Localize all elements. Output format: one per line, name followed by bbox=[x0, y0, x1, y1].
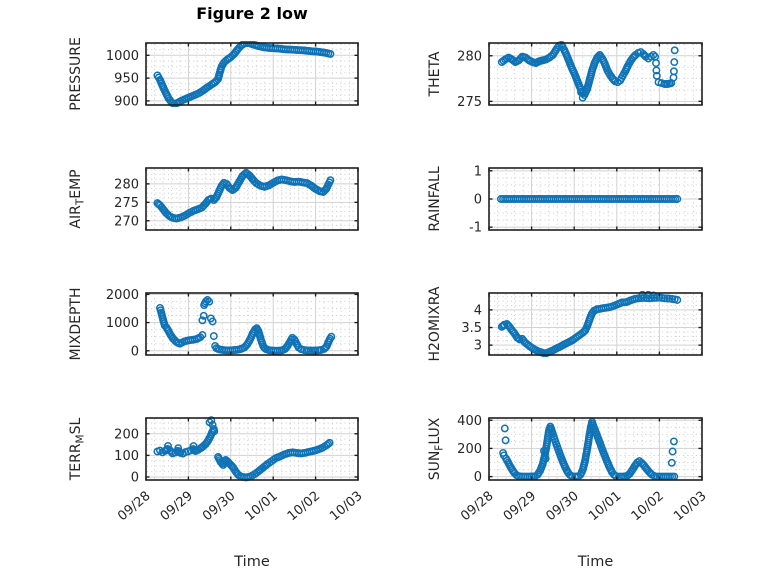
subplot-mixdepth: 0 1000 2000 MIXDEPTH bbox=[68, 288, 359, 361]
x-tick-label: 10/01 bbox=[586, 489, 624, 525]
y-tick-label: 270 bbox=[114, 214, 139, 229]
y-tick-label: 275 bbox=[114, 196, 139, 211]
y-tick-label: 280 bbox=[457, 49, 482, 64]
x-tick-label: 10/03 bbox=[671, 489, 709, 525]
y-axis-label: TERRMSL bbox=[68, 417, 87, 481]
y-tick-label: 100 bbox=[114, 449, 139, 464]
tick-marks bbox=[145, 293, 359, 355]
y-tick-label: -1 bbox=[469, 221, 482, 236]
x-tick-label: 09/28 bbox=[115, 489, 153, 525]
major-grid bbox=[146, 293, 358, 355]
major-grid bbox=[146, 43, 358, 105]
x-tick-label: 09/29 bbox=[158, 489, 196, 525]
subplot-terr_msl: 0 100 200 TERRMSL 09/28 09/29 09/30 10/01 10/02 1… bbox=[68, 416, 366, 570]
y-tick-label: 0 bbox=[131, 344, 139, 359]
axes-box bbox=[145, 42, 359, 106]
data-series bbox=[496, 195, 682, 203]
data-series bbox=[153, 41, 335, 107]
minor-grid bbox=[490, 294, 701, 355]
data-series bbox=[497, 41, 679, 102]
x-tick-label: 10/02 bbox=[629, 489, 667, 525]
subplot-sun_flux: 0 200 400 SUNFLUX 09/28 09/29 09/30 10/01 10/02 1… bbox=[427, 414, 710, 570]
y-tick-label: 0 bbox=[474, 470, 482, 485]
y-tick-label: 275 bbox=[457, 95, 482, 110]
subplot-air_temp: 270 275 280 AIRTEMP bbox=[68, 167, 359, 231]
x-axis-title: Time bbox=[577, 554, 614, 570]
x-tick-label: 10/03 bbox=[327, 489, 365, 525]
data-series bbox=[156, 296, 336, 355]
data-series bbox=[497, 291, 682, 357]
tick-marks bbox=[488, 43, 703, 105]
tick-marks bbox=[145, 43, 359, 105]
minor-grid bbox=[147, 43, 357, 104]
y-tick-label: 200 bbox=[457, 442, 482, 457]
y-axis-label: H2OMIXRA bbox=[427, 286, 443, 361]
x-tick-label: 09/29 bbox=[501, 489, 539, 525]
x-tick-label: 09/30 bbox=[200, 489, 238, 525]
x-tick-label: 10/01 bbox=[242, 489, 280, 525]
x-tick-label: 09/28 bbox=[458, 489, 496, 525]
y-axis-label: PRESSURE bbox=[68, 37, 84, 111]
tick-marks bbox=[145, 418, 359, 480]
axes-box bbox=[145, 417, 359, 481]
y-tick-label: 200 bbox=[114, 427, 139, 442]
y-tick-label: 4 bbox=[474, 303, 482, 318]
y-tick-label: 280 bbox=[114, 177, 139, 192]
y-tick-label: 1 bbox=[474, 164, 482, 179]
subplot-rainfall: -1 0 1 RAINFALL bbox=[427, 164, 703, 236]
x-axis-title: Time bbox=[233, 554, 270, 570]
y-axis-label: MIXDEPTH bbox=[68, 288, 84, 361]
tick-marks bbox=[488, 293, 703, 355]
y-axis-label: AIRTEMP bbox=[68, 169, 87, 228]
y-tick-label: 3.5 bbox=[461, 321, 482, 336]
y-axis-label: THETA bbox=[427, 51, 443, 97]
y-tick-label: 3 bbox=[474, 339, 482, 354]
axes-box bbox=[488, 42, 703, 106]
axes-box bbox=[488, 292, 703, 356]
data-series bbox=[153, 416, 334, 482]
data-series bbox=[499, 417, 679, 481]
y-tick-label: 0 bbox=[131, 471, 139, 486]
tick-marks bbox=[488, 168, 703, 230]
tick-marks bbox=[145, 168, 359, 230]
data-series bbox=[153, 168, 335, 223]
y-axis-label: RAINFALL bbox=[427, 166, 443, 231]
tick-marks bbox=[488, 418, 703, 480]
axes-box bbox=[145, 167, 359, 231]
y-tick-label: 1000 bbox=[106, 49, 139, 64]
y-tick-label: 900 bbox=[114, 94, 139, 109]
subplot-pressure: 900 950 1000 PRESSURE bbox=[68, 37, 359, 111]
x-tick-label: 09/30 bbox=[543, 489, 581, 525]
y-tick-label: 950 bbox=[114, 72, 139, 87]
subplot-h2omixra: 3 3.5 4 H2OMIXRA bbox=[427, 286, 703, 362]
y-tick-label: 1000 bbox=[106, 316, 139, 331]
y-axis-label: SUNFLUX bbox=[427, 417, 446, 480]
subplot-theta: 275 280 THETA bbox=[427, 41, 703, 110]
axes-box bbox=[145, 292, 359, 356]
y-tick-label: 2000 bbox=[106, 288, 139, 303]
figure-title: Figure 2 low bbox=[196, 4, 308, 23]
y-tick-label: 0 bbox=[474, 193, 482, 208]
y-tick-label: 400 bbox=[457, 414, 482, 429]
x-tick-label: 10/02 bbox=[285, 489, 323, 525]
